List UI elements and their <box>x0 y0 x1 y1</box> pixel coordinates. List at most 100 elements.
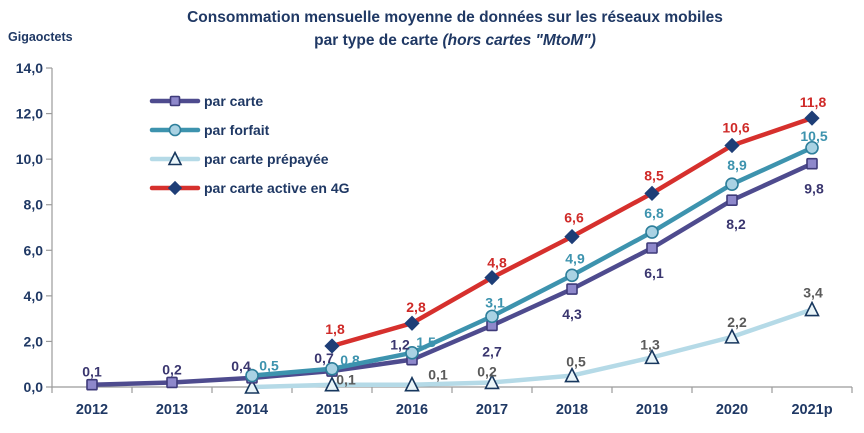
data-label-par-carte-active-en-4g: 8,5 <box>644 167 664 183</box>
data-label-par-carte: 2,7 <box>482 343 502 359</box>
data-label-par-carte-pr-pay-e: 3,4 <box>803 285 823 301</box>
series-par-carte-active-en-4g <box>324 110 820 354</box>
y-axis-tick-label: 4,0 <box>24 288 44 304</box>
legend-diamond-marker <box>167 180 183 196</box>
square-marker <box>566 283 578 295</box>
data-label-par-carte-active-en-4g: 1,8 <box>325 321 345 337</box>
legend-label: par forfait <box>204 122 270 138</box>
triangle-marker <box>564 366 580 383</box>
circle-marker <box>405 346 419 360</box>
series-par-forfait <box>245 140 819 383</box>
y-axis-tick-label: 2,0 <box>24 333 44 349</box>
data-label-par-carte-active-en-4g: 6,6 <box>564 210 584 226</box>
data-label-par-carte-pr-pay-e: 2,2 <box>727 314 747 330</box>
data-label-par-forfait: 10,5 <box>800 128 827 144</box>
y-axis-tick-label: 0,0 <box>24 379 44 395</box>
x-axis-tick-label: 2019 <box>636 402 668 418</box>
circle-marker <box>645 225 659 239</box>
data-label-par-carte: 0,7 <box>314 350 334 366</box>
circle-marker <box>245 368 259 383</box>
chart-title-line2: par type de carte (hors cartes "MtoM") <box>60 29 850 52</box>
data-label-par-carte-active-en-4g: 4,8 <box>487 255 507 271</box>
series-line-par-forfait <box>249 145 815 378</box>
diamond-marker <box>804 110 820 126</box>
data-label-par-carte: 6,1 <box>644 265 664 281</box>
y-axis-tick-label: 14,0 <box>16 60 43 76</box>
series-labels-par-carte: 0,1 0,2 0,4 0,7 1,2 2,7 4,3 6,1 8,2 9,8 <box>82 181 824 380</box>
chart-title-line2-italic: (hors cartes "MtoM") <box>442 32 596 49</box>
triangle-marker <box>644 348 660 365</box>
legend-item-par-forfait: par forfait <box>149 122 270 138</box>
triangle-marker <box>804 300 820 317</box>
data-label-par-carte-pr-pay-e: 0,1 <box>336 372 356 388</box>
series-line-par-carte <box>89 161 815 387</box>
axes <box>46 67 853 393</box>
x-axis-tick-label: 2017 <box>476 402 508 418</box>
x-axis-tick-label: 2014 <box>236 402 268 418</box>
x-axis-tick-label: 2021p <box>791 402 832 418</box>
legend-item-par-carte: par carte <box>149 93 263 109</box>
data-label-par-carte-pr-pay-e: 0,2 <box>477 363 497 379</box>
legend-label: par carte <box>204 93 263 109</box>
data-label-par-forfait: 6,8 <box>644 205 664 221</box>
diamond-marker <box>564 228 580 245</box>
diamond-marker <box>644 185 660 201</box>
x-axis-tick-label: 2012 <box>76 402 108 418</box>
data-label-par-carte: 4,3 <box>562 306 582 322</box>
data-label-par-carte-active-en-4g: 11,8 <box>800 94 827 110</box>
legend-item-par-carte-pr-pay-e: par carte prépayée <box>149 150 329 167</box>
legend-label: par carte prépayée <box>204 151 329 167</box>
data-label-par-forfait: 0,8 <box>340 352 360 368</box>
legend-item-par-carte-active-en-4g: par carte active en 4G <box>149 180 350 196</box>
series-labels-par-carte-pr-pay-e: 0,1 0,1 0,2 0,5 1,3 2,2 3,4 <box>336 285 823 388</box>
diamond-marker <box>724 137 740 154</box>
y-axis-unit-label: Gigaoctets <box>8 30 73 44</box>
data-label-par-carte-pr-pay-e: 0,5 <box>566 354 586 370</box>
circle-marker <box>805 140 819 155</box>
circle-marker <box>485 309 499 324</box>
data-label-par-forfait: 8,9 <box>727 157 747 173</box>
data-label-par-forfait: 0,5 <box>259 358 279 374</box>
data-label-par-carte-pr-pay-e: 0,1 <box>428 367 448 383</box>
series-labels-par-forfait: 0,5 0,8 1,5 3,1 4,9 6,8 8,9 10,5 <box>259 128 828 374</box>
chart-title-line2-normal: par type de carte <box>314 32 443 49</box>
chart-title-line1: Consommation mensuelle moyenne de donnée… <box>187 9 723 26</box>
data-label-par-carte-pr-pay-e: 1,3 <box>640 336 660 352</box>
data-label-par-forfait: 3,1 <box>485 294 505 310</box>
diamond-marker <box>404 315 420 331</box>
data-label-par-carte: 8,2 <box>726 216 746 232</box>
series-line-par-carte-pr-pay-e <box>249 307 815 390</box>
diamond-marker <box>484 270 500 286</box>
square-marker <box>646 242 658 254</box>
x-axis-tick-label: 2020 <box>716 402 748 418</box>
data-label-par-carte: 0,1 <box>82 364 102 380</box>
chart-title: Consommation mensuelle moyenne de donnée… <box>60 6 850 52</box>
square-marker <box>166 376 178 389</box>
diamond-marker <box>324 338 340 354</box>
data-label-par-carte-active-en-4g: 2,8 <box>406 299 426 315</box>
circle-marker <box>725 177 739 192</box>
x-axis-tick-label: 2013 <box>156 402 188 418</box>
data-label-par-carte: 1,2 <box>390 337 410 353</box>
triangle-marker <box>484 373 500 390</box>
x-axis-tick-label: 2018 <box>556 402 588 418</box>
x-axis-tick-label: 2016 <box>396 402 428 418</box>
data-label-par-forfait: 1,5 <box>416 334 436 350</box>
legend-circle-marker <box>168 123 182 137</box>
data-label-par-carte: 9,8 <box>804 181 824 197</box>
series-par-carte-pr-pay-e <box>244 300 820 394</box>
y-axis-tick-label: 8,0 <box>24 197 44 213</box>
y-axis-tick-label: 10,0 <box>16 151 43 167</box>
square-marker <box>86 378 98 391</box>
square-marker <box>726 194 738 206</box>
circle-marker <box>565 268 579 283</box>
legend: par carte par forfait par carte prépayée pa… <box>149 93 350 196</box>
square-marker <box>806 157 818 170</box>
data-label-par-forfait: 4,9 <box>565 250 585 266</box>
series-par-carte <box>86 157 818 391</box>
data-label-par-carte: 0,2 <box>162 361 182 377</box>
x-axis-tick-label: 2015 <box>316 402 348 418</box>
circle-marker <box>325 361 339 376</box>
